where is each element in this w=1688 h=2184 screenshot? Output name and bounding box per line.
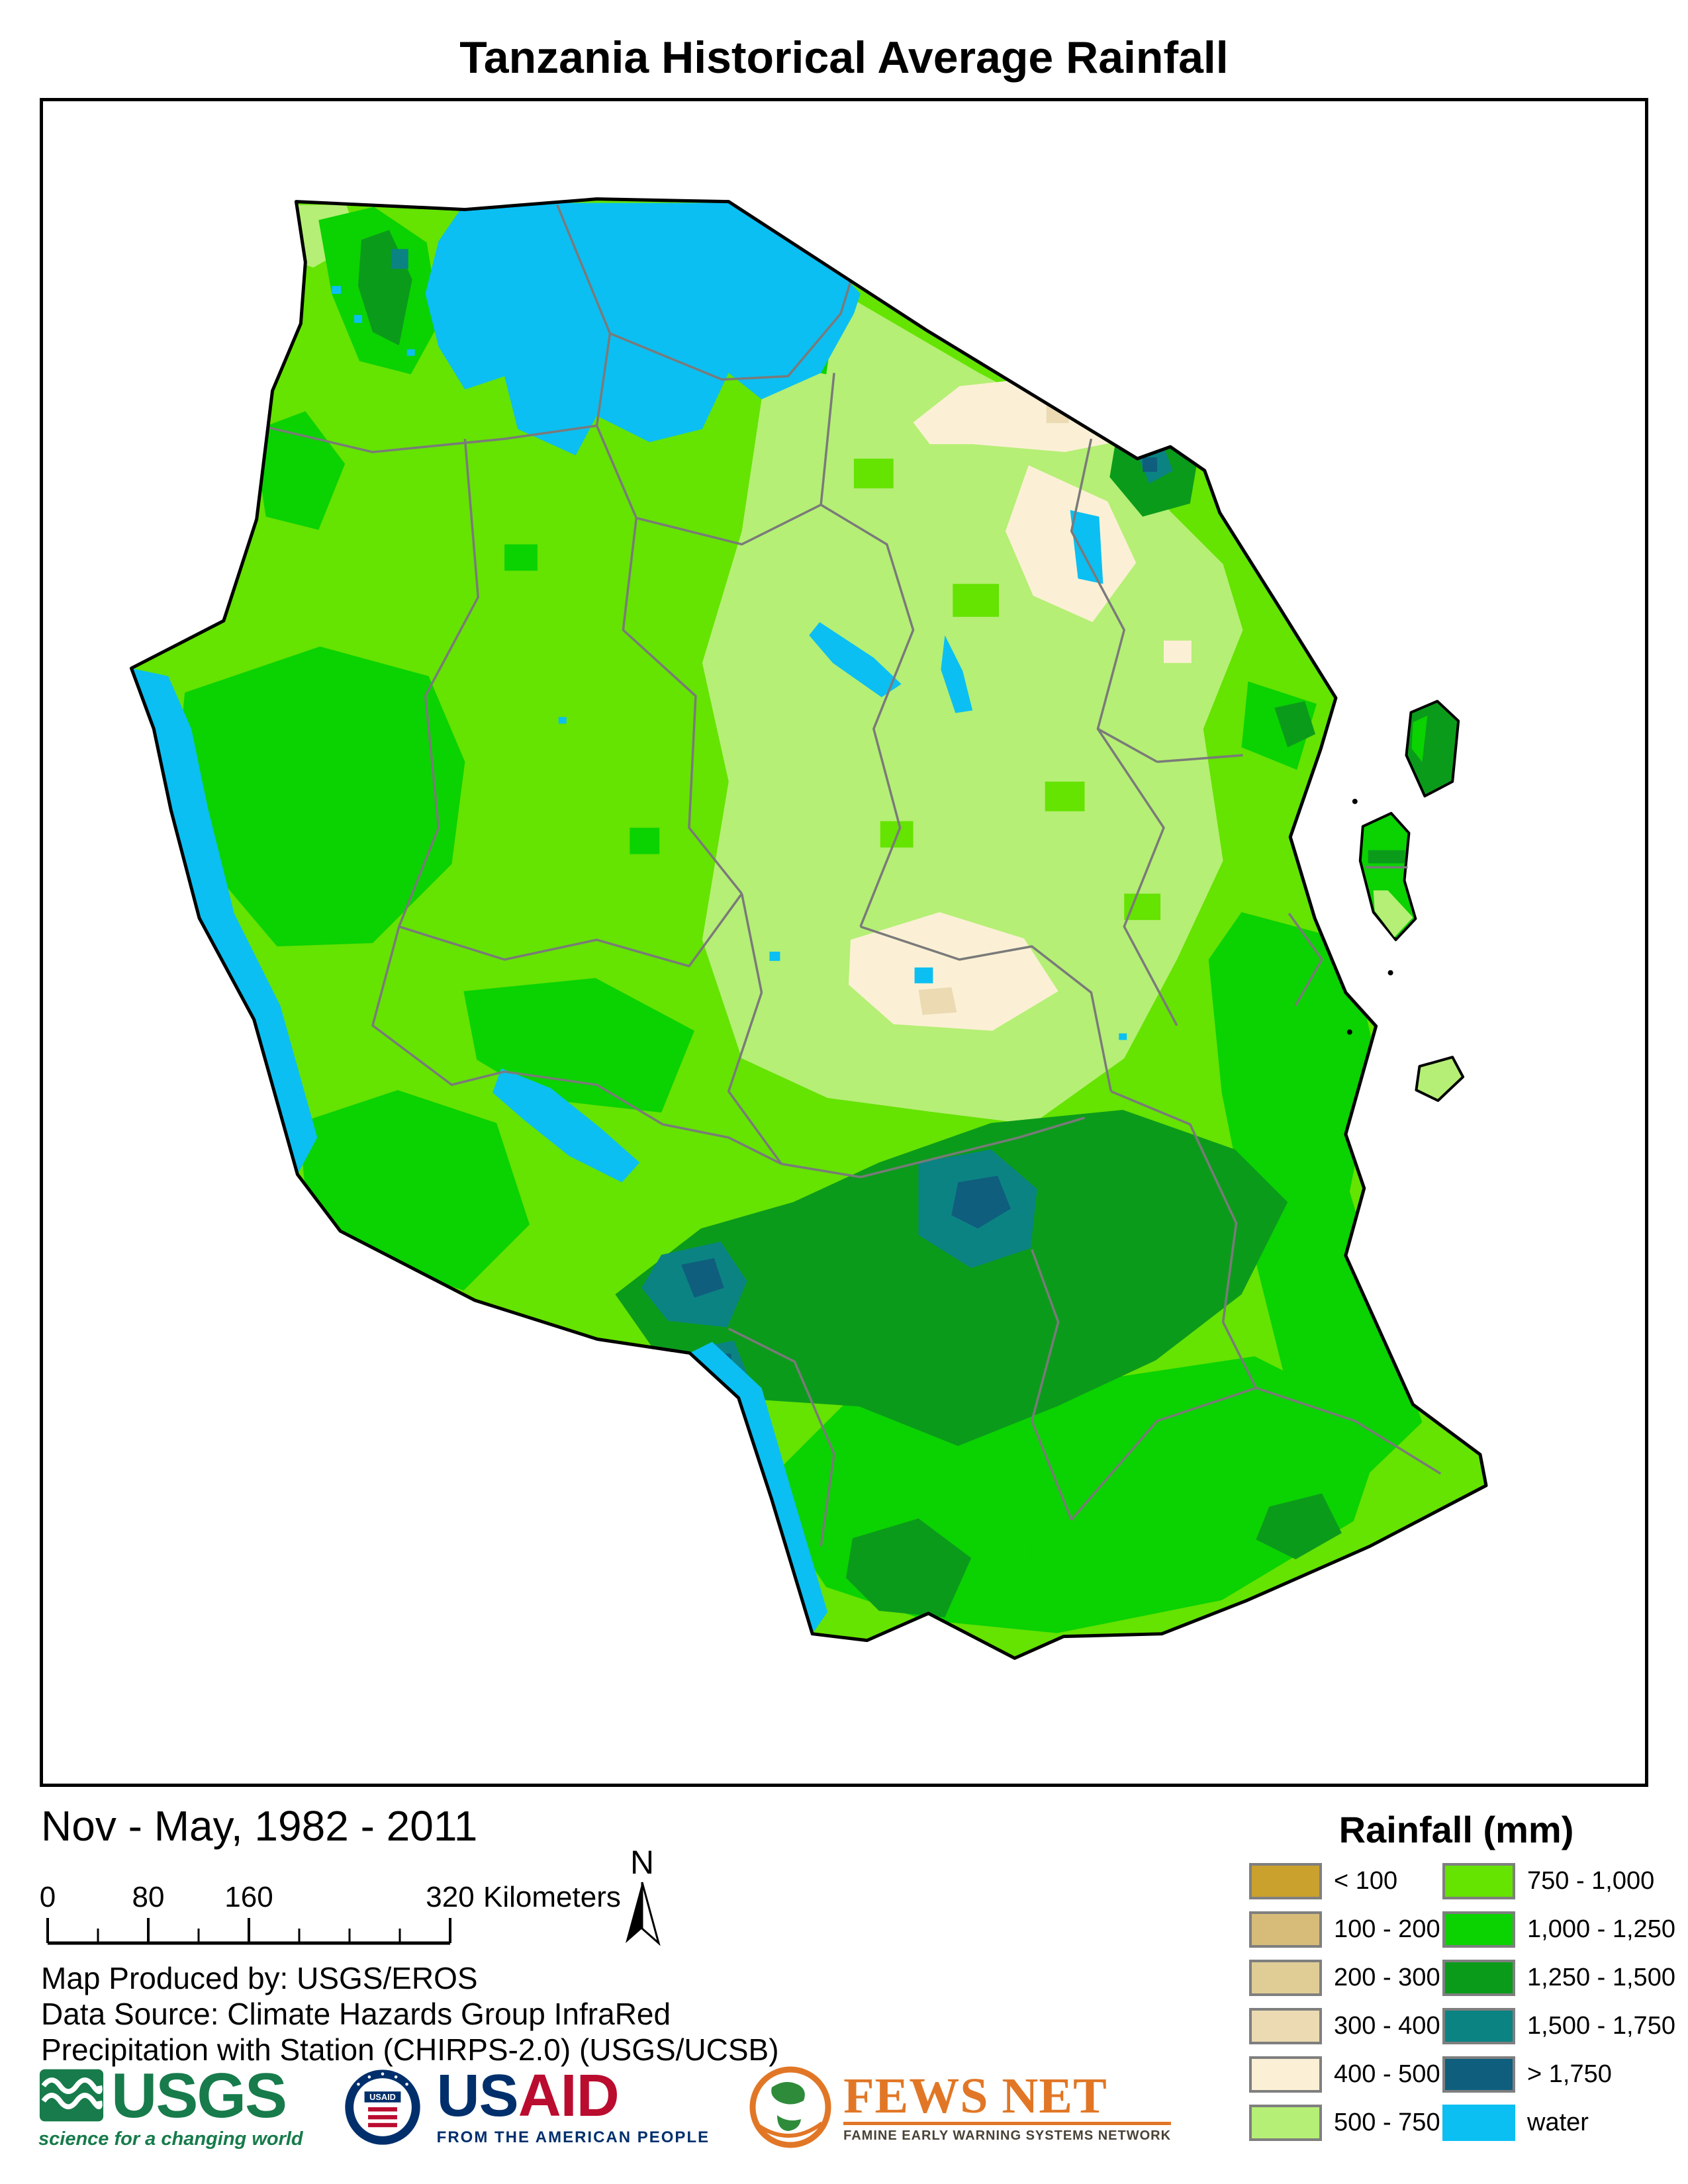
legend-item: water (1442, 2104, 1675, 2141)
legend-label: 100 - 200 (1334, 1915, 1440, 1943)
legend-swatch (1442, 2056, 1515, 2093)
region-boundaries (260, 204, 1442, 1547)
legend-item: 500 - 750 (1249, 2104, 1440, 2141)
legend-label: 500 - 750 (1334, 2108, 1440, 2136)
lake-natron (1070, 510, 1103, 584)
legend-item: < 100 (1249, 1862, 1440, 1899)
fewsnet-tagline: FAMINE EARLY WARNING SYSTEMS NETWORK (843, 2128, 1172, 2143)
legend-swatch (1249, 2007, 1322, 2044)
legend-column-right: 750 - 1,000 1,000 - 1,250 1,250 - 1,500 … (1442, 1862, 1675, 2152)
legend-label: > 1,750 (1527, 2060, 1612, 2088)
legend-label: 300 - 400 (1334, 2011, 1440, 2040)
island-mafia (1415, 1056, 1465, 1103)
legend-swatch (1249, 2056, 1322, 2093)
fewsnet-rule (843, 2121, 1172, 2125)
legend-item: 300 - 400 (1249, 2007, 1440, 2044)
lake-tanganyika (131, 668, 318, 1175)
legend-item: > 1,750 (1442, 2056, 1675, 2093)
patches-gt-1750 (681, 457, 1158, 1371)
scale-tick-label: 160 (224, 1881, 273, 1913)
scale-bar-graphic (46, 1918, 451, 1945)
credit-produced-by: Map Produced by: USGS/EROS (41, 1961, 478, 1995)
lake-eyasi (809, 622, 902, 698)
fewsnet-logo: FEWS NET FAMINE EARLY WARNING SYSTEMS NE… (747, 2064, 1172, 2151)
usaid-wordmark-us: US (436, 2063, 519, 2129)
legend-label: 1,500 - 1,750 (1527, 2011, 1675, 2040)
lake-manyara (941, 635, 973, 713)
legend-item: 400 - 500 (1249, 2056, 1440, 2093)
legend-item: 100 - 200 (1249, 1911, 1440, 1948)
north-arrow: N (612, 1845, 672, 1949)
legend-column-left: < 100 100 - 200 200 - 300 300 - 400 400 … (1249, 1862, 1440, 2152)
legend-swatch (1249, 1862, 1322, 1899)
legend-label: 400 - 500 (1334, 2060, 1440, 2088)
usgs-logo: USGS science for a changing world (38, 2060, 303, 2150)
credit-data-source: Data Source: Climate Hazards Group Infra… (41, 1997, 671, 2031)
island-details (1346, 715, 1428, 1035)
usaid-seal-label: USAID (369, 2092, 396, 2102)
legend-swatch (1442, 1911, 1515, 1948)
credit-data-source-2: Precipitation with Station (CHIRPS-2.0) … (41, 2032, 779, 2067)
legend-item: 1,250 - 1,500 (1442, 1959, 1675, 1996)
legend-label: 1,000 - 1,250 (1527, 1915, 1675, 1943)
usaid-wordmark: USAID (437, 2066, 710, 2126)
usaid-tagline: FROM THE AMERICAN PEOPLE (436, 2128, 710, 2146)
legend-swatch (1249, 1911, 1322, 1948)
legend-swatch-water (1442, 2104, 1515, 2141)
patches-1250-1500 (358, 220, 1342, 1617)
usgs-wordmark: USGS (111, 2060, 287, 2131)
fewsnet-wordmark: FEWS NET (843, 2068, 1107, 2124)
north-arrow-icon (626, 1882, 661, 1946)
logo-row: USGS science for a changing world USAID … (38, 2060, 1172, 2151)
page-title: Tanzania Historical Average Rainfall (459, 32, 1229, 83)
legend-item: 1,000 - 1,250 (1442, 1911, 1675, 1948)
map-subtitle: Nov - May, 1982 - 2011 (41, 1802, 478, 1850)
scale-unit-label: Kilometers (483, 1881, 621, 1913)
legend-label: water (1527, 2108, 1589, 2136)
scale-tick-label: 0 (39, 1881, 56, 1913)
legend-label: 750 - 1,000 (1527, 1866, 1655, 1895)
scale-bar: 0 80 160 320 Kilometers (39, 1881, 710, 1947)
legend-swatch (1249, 1959, 1322, 1996)
legend-item: 750 - 1,000 (1442, 1862, 1675, 1899)
lake-rukwa (492, 1068, 640, 1183)
rainfall-map (43, 101, 1645, 1784)
lakes (131, 203, 1127, 1634)
usgs-wave-icon (39, 2069, 104, 2121)
scale-tick-label: 320 (426, 1881, 475, 1913)
lake-victoria (425, 203, 861, 456)
raster-speckles (504, 459, 1161, 1567)
north-label: N (630, 1844, 655, 1881)
legend-swatch (1442, 1959, 1515, 1996)
legend-label: < 100 (1334, 1866, 1398, 1895)
scale-tick-label: 80 (132, 1881, 165, 1913)
lake-nyasa (689, 1342, 828, 1634)
fewsnet-globe-icon (749, 2066, 831, 2148)
legend-swatch (1442, 2007, 1515, 2044)
legend-item: 1,500 - 1,750 (1442, 2007, 1675, 2044)
map-frame (40, 98, 1648, 1787)
credits: Map Produced by: USGS/EROS Data Source: … (41, 1960, 779, 2068)
legend-swatch (1249, 2104, 1322, 2141)
usaid-wordmark-aid: AID (518, 2063, 620, 2129)
legend-label: 200 - 300 (1334, 1963, 1440, 1991)
usgs-tagline: science for a changing world (38, 2128, 303, 2150)
usaid-logo: USAID USAID FROM THE AMERICAN PEOPLE (340, 2065, 710, 2150)
legend-swatch (1442, 1862, 1515, 1899)
usaid-seal-icon: USAID (344, 2070, 420, 2145)
legend-item: 200 - 300 (1249, 1959, 1440, 1996)
legend-label: 1,250 - 1,500 (1527, 1963, 1675, 1991)
legend-heading: Rainfall (mm) (1338, 1809, 1574, 1850)
